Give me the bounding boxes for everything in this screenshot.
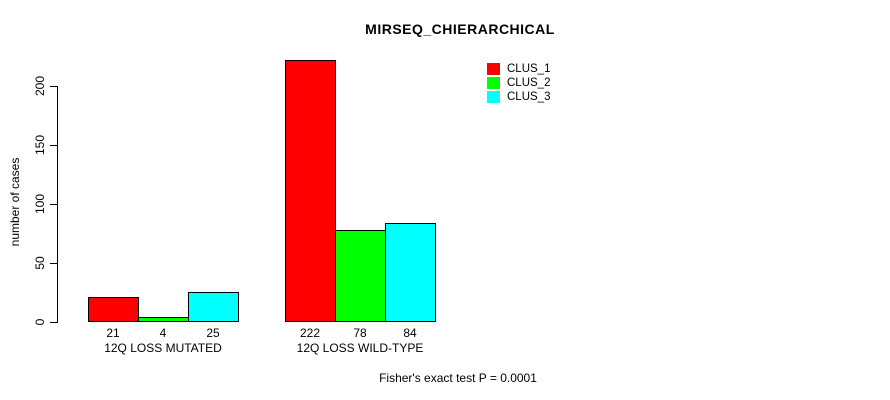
y-tick-label: 50 [33, 256, 47, 270]
bar-clus_3-group2 [385, 223, 436, 322]
legend-swatch-icon [487, 77, 500, 89]
bar-value-label: 4 [159, 326, 167, 340]
legend-label: CLUS_2 [507, 77, 551, 89]
legend-swatch-icon [487, 91, 500, 103]
bar-clus_1-group1 [88, 297, 139, 322]
y-axis-line [57, 86, 58, 323]
y-tick-mark [50, 204, 57, 205]
x-category-label: 12Q LOSS MUTATED [104, 341, 222, 355]
bar-value-label: 222 [299, 326, 321, 340]
bar-value-label: 21 [106, 326, 120, 340]
y-tick-mark [50, 263, 57, 264]
bar-value-label: 84 [403, 326, 417, 340]
y-tick-label: 150 [33, 134, 47, 156]
bar-clus_2-group1 [138, 317, 189, 322]
chart-title: MIRSEQ_CHIERARCHICAL [365, 21, 555, 37]
y-axis-label: number of cases [8, 157, 22, 247]
footer-annotation: Fisher's exact test P = 0.0001 [379, 371, 537, 385]
legend-item-clus_3: CLUS_3 [487, 90, 550, 104]
y-tick-label: 100 [33, 193, 47, 215]
y-tick-label: 200 [33, 75, 47, 97]
x-category-label: 12Q LOSS WILD-TYPE [296, 341, 424, 355]
legend-item-clus_2: CLUS_2 [487, 76, 550, 90]
bar-value-label: 78 [353, 326, 367, 340]
bar-clus_2-group2 [335, 230, 386, 322]
y-tick-mark [50, 145, 57, 146]
bar-clus_3-group1 [188, 292, 239, 322]
bar-value-label: 25 [206, 326, 220, 340]
y-tick-mark [50, 322, 57, 323]
y-tick-mark [50, 86, 57, 87]
legend-item-clus_1: CLUS_1 [487, 62, 550, 76]
y-tick-label: 0 [33, 318, 47, 326]
legend-swatch-icon [487, 63, 500, 75]
legend-label: CLUS_1 [507, 63, 551, 75]
bar-clus_1-group2 [285, 60, 336, 322]
legend-label: CLUS_3 [507, 91, 551, 103]
legend: CLUS_1 CLUS_2 CLUS_3 [487, 62, 550, 104]
